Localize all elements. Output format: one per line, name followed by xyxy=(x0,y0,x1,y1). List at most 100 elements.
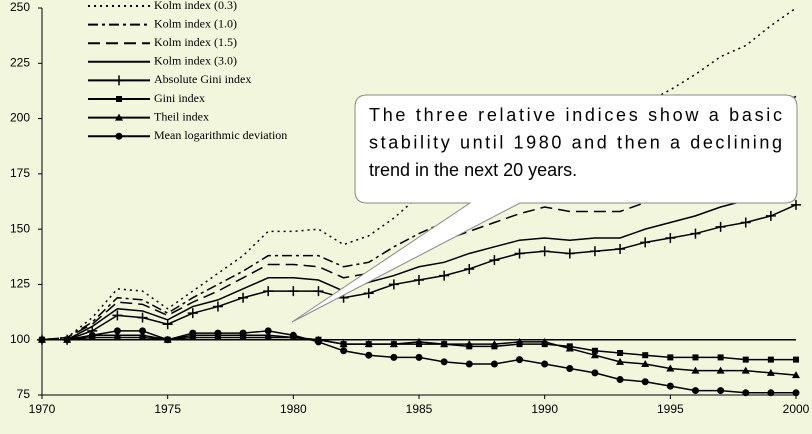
marker xyxy=(716,366,725,374)
marker xyxy=(464,263,475,274)
series-line xyxy=(41,7,797,341)
marker xyxy=(138,331,147,339)
marker xyxy=(364,340,373,348)
marker xyxy=(793,356,799,363)
marker xyxy=(792,389,800,397)
y-tick-label: 200 xyxy=(10,111,30,125)
marker xyxy=(489,255,500,266)
legend-label: Absolute Gini index xyxy=(154,72,251,86)
marker xyxy=(540,337,549,345)
marker xyxy=(415,353,423,361)
annotation-text: The three relative indices show a basic xyxy=(369,105,782,125)
marker xyxy=(313,286,324,297)
marker xyxy=(616,376,624,384)
marker xyxy=(617,349,624,356)
marker xyxy=(591,369,599,377)
marker xyxy=(564,248,575,259)
marker xyxy=(742,356,749,363)
marker xyxy=(765,210,776,221)
marker xyxy=(115,132,123,140)
legend-label: Gini index xyxy=(154,91,205,105)
marker xyxy=(38,336,46,344)
marker xyxy=(238,292,249,303)
marker xyxy=(289,331,297,339)
marker xyxy=(514,248,525,259)
legend-label: Kolm index (3.0) xyxy=(154,54,237,68)
marker xyxy=(363,288,374,299)
marker xyxy=(139,327,147,335)
y-tick-label: 225 xyxy=(10,55,30,69)
x-tick-label: 1985 xyxy=(406,402,433,416)
marker xyxy=(114,75,124,86)
marker xyxy=(212,301,223,312)
marker xyxy=(490,360,498,368)
marker xyxy=(742,389,750,397)
marker xyxy=(465,340,474,348)
marker xyxy=(490,340,499,348)
marker xyxy=(263,286,274,297)
marker xyxy=(162,319,173,330)
marker xyxy=(641,378,649,386)
y-tick-label: 125 xyxy=(10,277,30,291)
marker xyxy=(389,340,398,348)
legend-label: Theil index xyxy=(154,109,209,123)
marker xyxy=(112,310,123,321)
annotation-text: trend in the next 20 years. xyxy=(369,160,577,180)
marker xyxy=(516,356,524,364)
x-tick-label: 1975 xyxy=(154,402,181,416)
marker xyxy=(792,371,800,379)
x-tick-label: 1990 xyxy=(531,402,558,416)
marker xyxy=(388,279,399,290)
marker xyxy=(113,327,121,335)
marker xyxy=(667,354,674,361)
marker xyxy=(539,246,550,257)
marker xyxy=(616,357,625,365)
marker xyxy=(589,246,600,257)
marker xyxy=(767,389,775,397)
y-tick-label: 175 xyxy=(10,166,30,180)
marker xyxy=(440,340,449,348)
annotation-text: stability until 1980 and then a declinin… xyxy=(369,132,782,152)
marker xyxy=(641,360,650,368)
callout xyxy=(291,94,798,323)
legend-label: Kolm index (0.3) xyxy=(154,0,237,12)
y-tick-label: 75 xyxy=(17,387,31,401)
marker xyxy=(715,221,726,232)
marker xyxy=(288,286,299,297)
marker xyxy=(615,244,626,255)
marker xyxy=(640,237,651,248)
x-tick-label: 2000 xyxy=(783,402,810,416)
marker xyxy=(116,96,122,102)
marker xyxy=(642,352,649,359)
marker xyxy=(591,347,598,354)
marker xyxy=(666,364,675,372)
marker xyxy=(187,308,198,319)
marker xyxy=(766,368,775,376)
series-line xyxy=(42,188,797,341)
marker xyxy=(264,331,273,339)
marker xyxy=(691,387,699,395)
marker xyxy=(566,364,574,372)
marker xyxy=(590,351,599,359)
marker xyxy=(365,351,373,359)
marker xyxy=(439,270,450,281)
marker xyxy=(390,353,398,361)
marker xyxy=(137,312,148,323)
marker xyxy=(565,344,574,352)
marker xyxy=(214,329,222,337)
x-tick-label: 1995 xyxy=(657,402,684,416)
marker xyxy=(741,366,750,374)
marker xyxy=(239,329,247,337)
marker xyxy=(666,382,674,390)
marker xyxy=(665,232,676,243)
legend-label: Kolm index (1.0) xyxy=(154,16,237,30)
marker xyxy=(717,354,724,361)
marker xyxy=(314,338,322,346)
marker xyxy=(415,337,423,345)
y-tick-label: 150 xyxy=(10,221,30,235)
legend-label: Mean logarithmic deviation xyxy=(154,128,287,142)
x-tick-label: 1970 xyxy=(29,402,56,416)
x-tick-label: 1980 xyxy=(280,402,307,416)
